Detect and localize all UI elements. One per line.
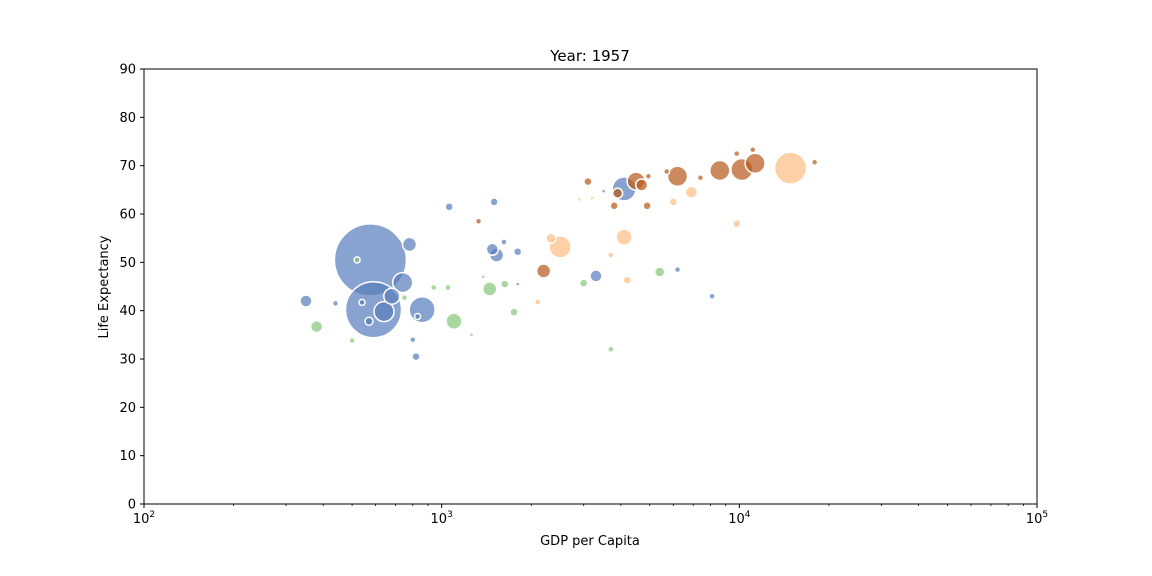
bubble	[408, 295, 436, 324]
x-tick-label: 105	[1026, 510, 1048, 527]
bubble	[653, 266, 666, 278]
bubble	[445, 312, 463, 331]
bubble	[480, 274, 487, 280]
y-axis: 0 10 20 30 40 50 60 70 80 90	[119, 63, 144, 513]
bubble	[576, 196, 583, 203]
bubble	[358, 298, 366, 307]
x-axis: 102 103 104 105	[133, 504, 1048, 527]
bubble	[607, 345, 615, 354]
bubble	[662, 167, 671, 176]
bubble	[373, 300, 395, 323]
y-tick-label: 0	[128, 498, 136, 513]
bubble	[489, 197, 499, 207]
bubble	[732, 149, 741, 158]
x-tick-label: 102	[133, 510, 155, 527]
bubble	[634, 178, 649, 192]
y-tick-label: 80	[119, 111, 136, 126]
x-axis-label: GDP per Capita	[540, 534, 640, 549]
bubble	[353, 256, 361, 264]
bubble	[696, 174, 705, 182]
bubble	[611, 187, 624, 199]
bubble	[545, 232, 557, 244]
bubble	[400, 293, 409, 302]
bubble	[607, 251, 615, 259]
x-tick-label: 103	[431, 510, 453, 527]
y-tick-label: 90	[119, 63, 136, 78]
bubble	[481, 281, 498, 297]
bubble	[773, 151, 808, 185]
bubble	[348, 336, 356, 345]
y-tick-label: 50	[119, 256, 136, 271]
bubble	[666, 165, 689, 188]
bubble	[299, 294, 313, 308]
bubble	[533, 298, 542, 306]
bubble	[500, 238, 508, 246]
y-tick-label: 70	[119, 159, 136, 174]
bubble	[391, 271, 414, 294]
bubble	[401, 236, 418, 253]
bubble	[444, 283, 452, 292]
bubble	[578, 278, 589, 288]
bubble	[589, 269, 603, 283]
y-tick-label: 10	[119, 449, 136, 464]
plot-frame	[143, 68, 1038, 505]
bubble	[731, 218, 742, 229]
x-tick-label: 104	[728, 510, 751, 527]
y-tick-label: 60	[119, 208, 136, 223]
bubble	[673, 265, 682, 274]
chart-title: Year: 1957	[549, 47, 630, 65]
bubble	[509, 307, 519, 317]
bubble	[535, 263, 552, 279]
bubble	[309, 319, 324, 334]
bubble	[609, 201, 619, 211]
bubble	[644, 172, 653, 181]
bubble	[468, 332, 475, 338]
bubble	[383, 287, 401, 305]
bubble-layer	[299, 145, 819, 362]
bubble	[514, 281, 521, 287]
bubble	[331, 299, 340, 308]
bubble	[668, 197, 679, 207]
bubble	[413, 312, 422, 321]
bubble	[409, 335, 417, 344]
bubble	[500, 279, 510, 289]
bubble	[589, 195, 595, 201]
bubble	[709, 159, 731, 182]
bubble	[744, 152, 766, 175]
bubble	[512, 246, 523, 257]
y-tick-label: 30	[119, 353, 136, 368]
bubble	[583, 176, 593, 187]
bubble	[485, 242, 500, 257]
bubble	[684, 185, 699, 200]
bubble	[622, 275, 632, 285]
bubble	[708, 292, 716, 300]
bubble	[615, 228, 633, 246]
bubble	[444, 202, 454, 212]
bubble	[474, 217, 483, 226]
y-axis-label: Life Expectancy	[97, 235, 112, 338]
bubble	[429, 283, 438, 292]
bubble	[810, 158, 819, 167]
bubble	[364, 316, 374, 327]
bubble	[749, 145, 757, 154]
bubble	[600, 188, 607, 195]
y-tick-label: 40	[119, 304, 136, 319]
y-tick-label: 20	[119, 401, 136, 416]
bubble	[642, 201, 652, 211]
bubble	[411, 351, 421, 362]
